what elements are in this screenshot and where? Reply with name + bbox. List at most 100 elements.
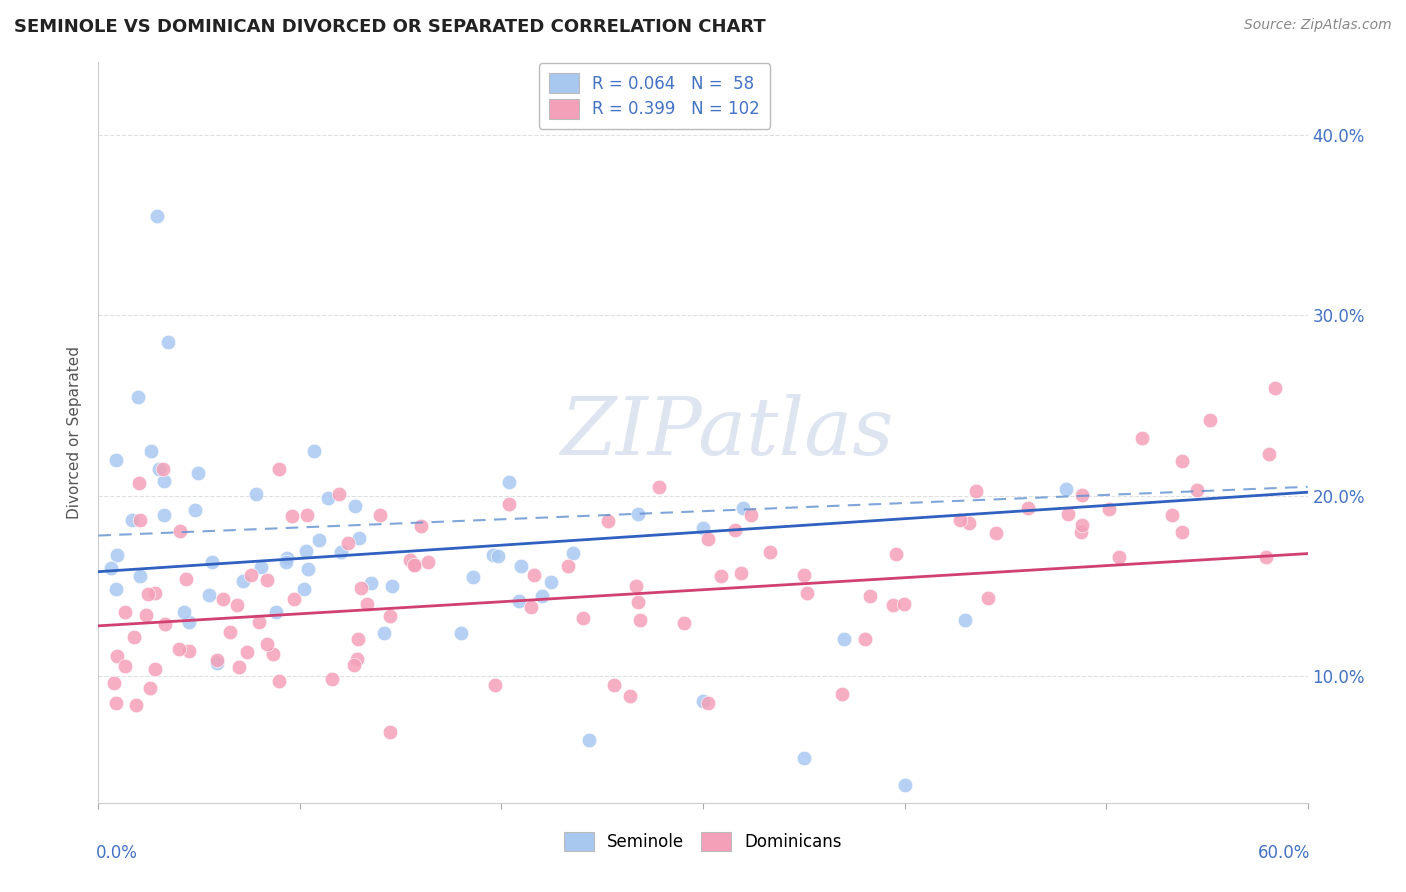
Point xyxy=(240,568,263,582)
Point xyxy=(346,652,368,666)
Point xyxy=(1171,454,1194,468)
Point xyxy=(884,547,907,561)
Point xyxy=(370,508,392,522)
Point xyxy=(295,508,318,522)
Point xyxy=(104,582,127,596)
Point xyxy=(347,632,370,646)
Point xyxy=(373,626,395,640)
Text: SEMINOLE VS DOMINICAN DIVORCED OR SEPARATED CORRELATION CHART: SEMINOLE VS DOMINICAN DIVORCED OR SEPARA… xyxy=(14,18,766,36)
Point xyxy=(129,569,152,583)
Point xyxy=(510,559,533,574)
Point xyxy=(1254,549,1277,564)
Point xyxy=(267,673,290,688)
Point xyxy=(986,526,1008,541)
Point xyxy=(104,696,127,710)
Point xyxy=(198,588,221,602)
Point xyxy=(723,523,745,537)
Point xyxy=(540,574,562,589)
Point xyxy=(167,641,190,656)
Y-axis label: Divorced or Separated: Divorced or Separated xyxy=(67,346,83,519)
Point xyxy=(1258,447,1281,461)
Point xyxy=(249,615,271,629)
Point xyxy=(143,586,166,600)
Point xyxy=(343,658,366,673)
Point xyxy=(672,616,695,631)
Point xyxy=(280,509,302,524)
Point xyxy=(949,513,972,527)
Point xyxy=(578,732,600,747)
Point xyxy=(1132,431,1154,445)
Point xyxy=(793,568,815,582)
Legend: Seminole, Dominicans: Seminole, Dominicans xyxy=(554,822,852,861)
Point xyxy=(378,725,401,739)
Point xyxy=(356,597,378,611)
Point xyxy=(295,543,318,558)
Point xyxy=(628,613,651,627)
Point xyxy=(114,605,136,619)
Point xyxy=(250,560,273,574)
Point xyxy=(276,550,298,565)
Point xyxy=(627,595,650,609)
Point xyxy=(308,533,330,547)
Point xyxy=(304,443,326,458)
Point xyxy=(105,452,128,467)
Point xyxy=(697,697,720,711)
Point xyxy=(498,475,520,490)
Point xyxy=(219,624,242,639)
Point xyxy=(692,520,714,534)
Point xyxy=(498,497,520,511)
Point xyxy=(105,649,128,664)
Text: 60.0%: 60.0% xyxy=(1257,844,1310,862)
Point xyxy=(124,698,146,712)
Point xyxy=(267,461,290,475)
Point xyxy=(146,209,169,223)
Point xyxy=(530,589,553,603)
Point xyxy=(976,591,998,605)
Point xyxy=(1264,381,1286,395)
Point xyxy=(859,589,882,603)
Point xyxy=(225,599,247,613)
Point xyxy=(1098,502,1121,516)
Point xyxy=(297,562,319,576)
Point xyxy=(484,678,506,692)
Point xyxy=(153,508,176,522)
Point xyxy=(740,508,762,523)
Point xyxy=(316,491,339,506)
Point xyxy=(399,553,422,567)
Point xyxy=(139,443,162,458)
Point xyxy=(143,661,166,675)
Point xyxy=(236,645,259,659)
Point xyxy=(329,545,352,559)
Point xyxy=(759,545,782,559)
Point xyxy=(121,513,143,527)
Point xyxy=(177,644,200,658)
Point xyxy=(283,592,305,607)
Point xyxy=(571,611,593,625)
Point xyxy=(965,484,987,499)
Point xyxy=(228,660,250,674)
Point xyxy=(256,637,278,651)
Point xyxy=(205,653,228,667)
Point xyxy=(853,632,876,646)
Point xyxy=(232,574,254,588)
Point xyxy=(174,572,197,586)
Point xyxy=(557,559,579,574)
Point xyxy=(129,513,152,527)
Point xyxy=(404,558,426,572)
Point xyxy=(461,570,484,584)
Point xyxy=(1185,483,1208,497)
Point xyxy=(266,605,288,619)
Point xyxy=(122,630,145,644)
Point xyxy=(603,678,626,692)
Point xyxy=(256,574,278,588)
Point xyxy=(100,561,122,575)
Point xyxy=(893,778,915,792)
Point xyxy=(187,466,209,480)
Point xyxy=(201,555,224,569)
Point xyxy=(381,579,404,593)
Point xyxy=(177,615,200,629)
Point xyxy=(128,475,150,490)
Point xyxy=(1171,524,1194,539)
Point xyxy=(1108,549,1130,564)
Point xyxy=(138,587,160,601)
